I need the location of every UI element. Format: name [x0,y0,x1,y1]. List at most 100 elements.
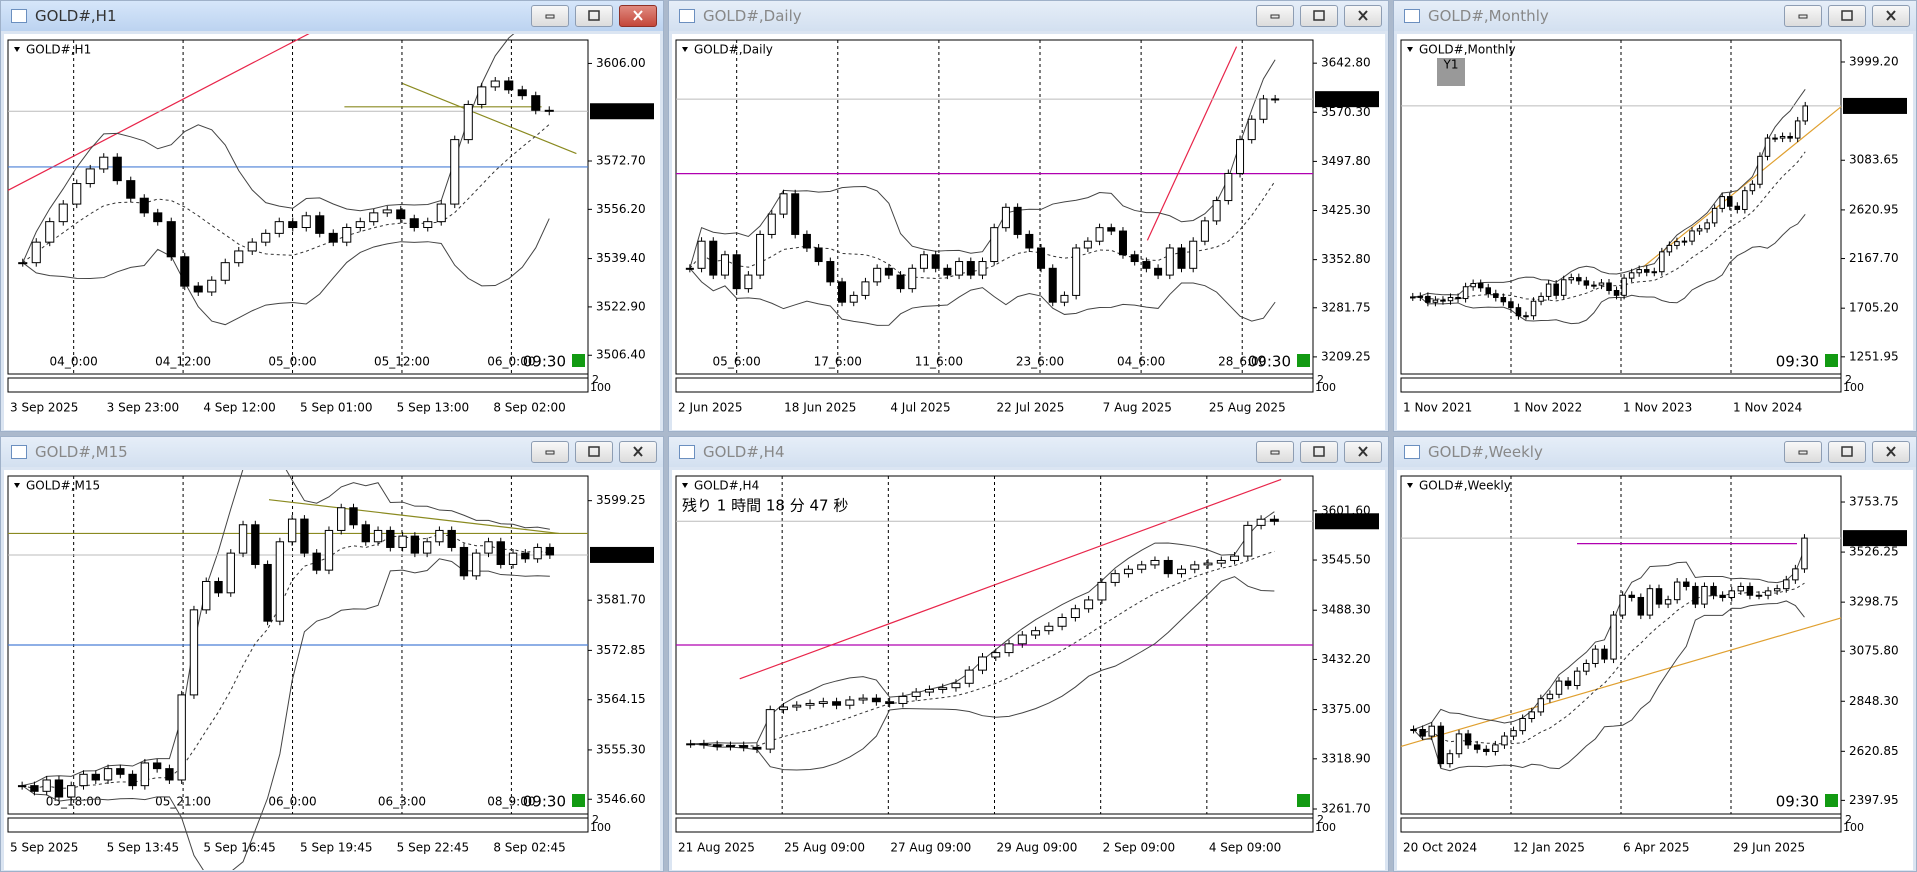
candle [1142,261,1151,269]
minimize-button[interactable] [1256,5,1294,27]
sub-axis-label: 100 [590,381,611,394]
maximize-button[interactable] [1300,5,1338,27]
candle [1783,579,1790,590]
time-label: 8 Sep 02:45 [493,841,565,855]
close-icon [1358,10,1368,21]
candle [720,254,729,276]
price-tick-label: 3642.80 [1321,56,1371,70]
candle [1576,277,1582,282]
candle [1696,228,1703,232]
bollinger-upper [1412,89,1806,298]
time-label: 3 Sep 2025 [10,401,78,415]
candle [1508,301,1514,309]
candle [459,546,469,577]
chart-window: GOLD#,Daily 3642.80 3570.30 3497.80 3425.30 3… [668,0,1389,432]
minimize-button[interactable] [531,441,569,463]
close-button[interactable] [1872,5,1910,27]
drawn-object [1642,106,1842,268]
minimize-button[interactable] [1256,441,1294,463]
scale-button-label: Y1 [1443,58,1459,72]
candle [779,706,788,711]
candle [1598,282,1605,286]
window-icon [679,9,695,23]
top-time-label: 05_0:00 [268,355,316,369]
candle [1017,634,1027,645]
candle [1655,588,1663,605]
dropdown-arrow [1407,483,1413,488]
maximize-button[interactable] [575,441,613,463]
time-label: 25 Aug 09:00 [784,841,865,855]
candle [472,552,481,577]
candle [896,274,905,290]
current-price-box [590,546,654,563]
candle [1773,588,1781,592]
candle [18,262,28,265]
candle [1070,608,1080,618]
close-button[interactable] [619,5,657,27]
candle [409,218,419,229]
close-button[interactable] [1344,5,1382,27]
dropdown-arrow [14,47,20,52]
price-tick-label: 3606.00 [596,56,646,70]
candle [1610,614,1617,660]
candle [1601,648,1608,660]
minimize-button[interactable] [1784,5,1822,27]
drawn-object [739,478,1282,680]
candle [1737,585,1745,592]
close-button[interactable] [1872,441,1910,463]
bollinger-upper [22,34,515,263]
candle [739,745,749,748]
candle [1230,555,1240,561]
window-icon [1404,445,1420,459]
candle [261,232,271,243]
candle [126,180,136,199]
current-price-box [1843,97,1907,114]
maximize-button[interactable] [575,5,613,27]
candle [908,267,917,290]
sub-axis-label: 100 [1843,821,1864,834]
time-label: 5 Sep 2025 [10,841,78,855]
window-title: GOLD#,Monthly [1428,7,1549,25]
candle [382,209,392,214]
candle [1568,277,1575,281]
candle [699,743,709,746]
candle [1628,594,1635,598]
candle [521,552,530,560]
timer-label: 09:30 [523,793,566,811]
candle [1203,562,1213,566]
maximize-button[interactable] [1828,5,1866,27]
top-time-label: 05_12:00 [374,355,430,369]
candle [1432,299,1439,303]
candle [517,89,527,97]
candle [791,193,800,235]
title-bar: GOLD#,Weekly [1394,437,1916,467]
candle [153,212,163,223]
candle [814,247,823,263]
candle [234,250,244,264]
maximize-button[interactable] [1828,441,1866,463]
current-price-box [590,103,654,120]
close-button[interactable] [1344,441,1382,463]
maximize-button[interactable] [1300,441,1338,463]
candle [1555,680,1563,695]
candle [1256,518,1266,526]
candle [1719,196,1725,209]
minimize-button[interactable] [531,5,569,27]
minimize-button[interactable] [1784,441,1822,463]
candle [508,552,518,565]
candle [79,773,88,787]
time-label: 29 Jun 2025 [1733,841,1805,855]
price-tick-label: 3281.75 [1321,300,1371,314]
time-label: 4 Jul 2025 [890,401,950,415]
candle [1704,222,1710,230]
window-title: GOLD#,M15 [35,443,128,461]
plot-frame [7,39,589,375]
dropdown-arrow [682,47,688,52]
candle [410,535,420,554]
candle [1674,241,1680,246]
candle [1446,753,1454,765]
candle [1001,206,1010,229]
candle [898,695,908,704]
close-button[interactable] [619,441,657,463]
candle [1613,290,1620,296]
